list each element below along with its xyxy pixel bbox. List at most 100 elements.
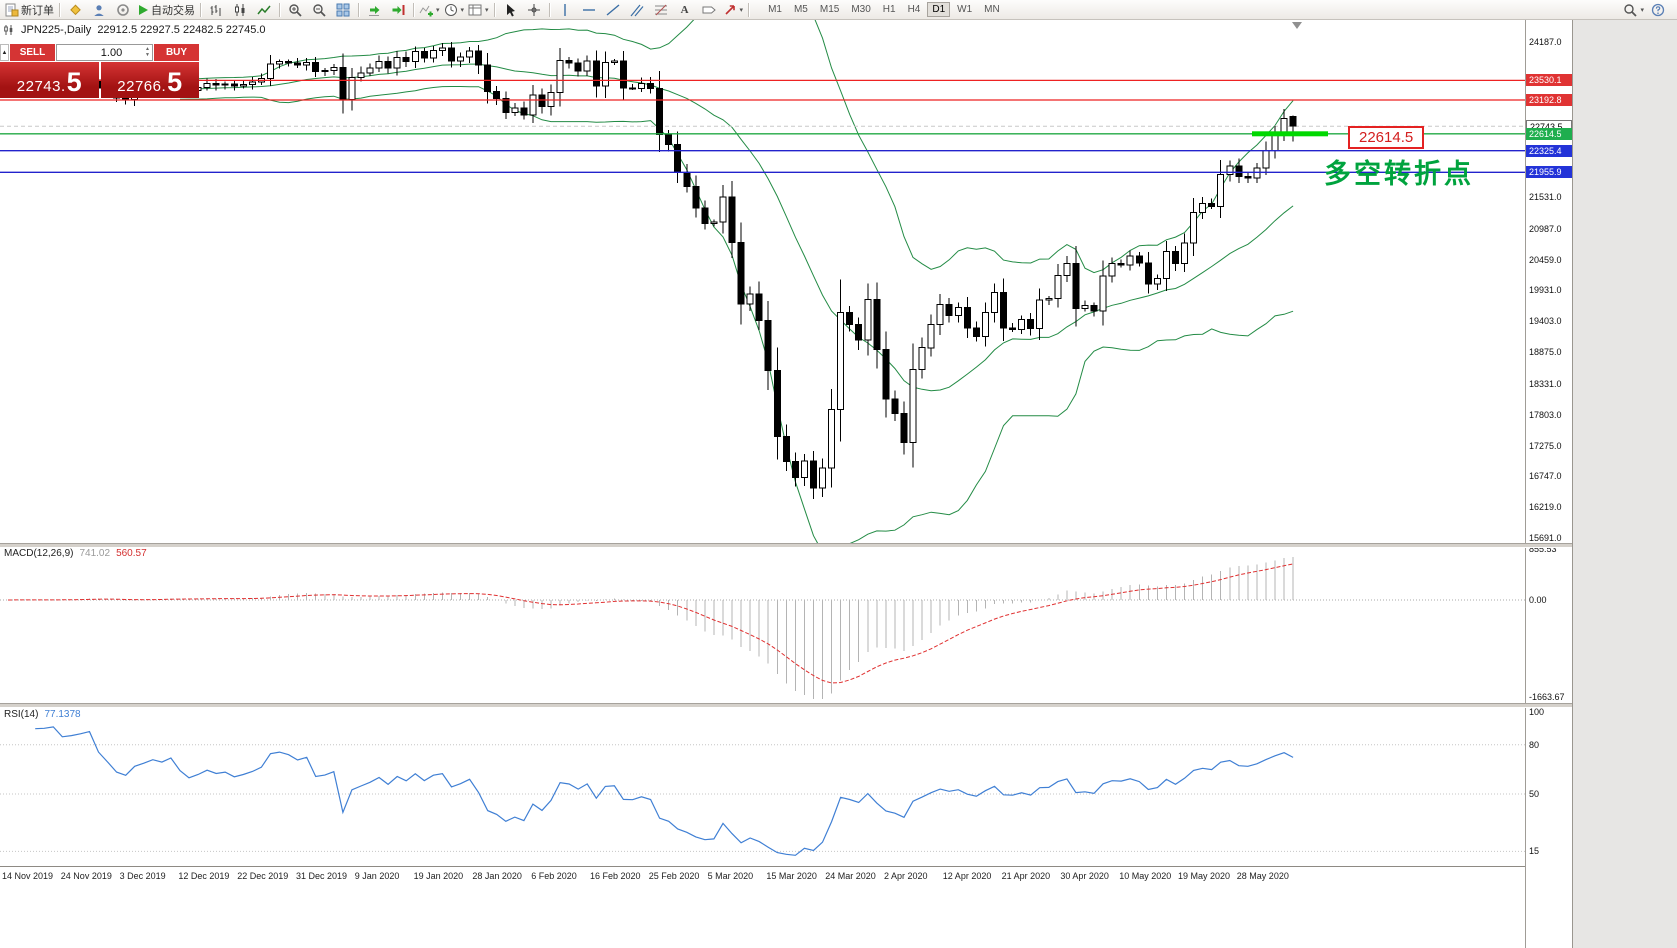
candle-body bbox=[837, 312, 845, 411]
price-scale-label: 24187.0 bbox=[1529, 37, 1562, 47]
cursor-tool-button[interactable] bbox=[498, 1, 522, 19]
buy-button[interactable]: BUY bbox=[154, 44, 199, 61]
date-label: 19 May 2020 bbox=[1178, 871, 1231, 881]
one-click-panel-toggle[interactable]: ▲ bbox=[0, 44, 9, 61]
toolbar-right-group: ▾ bbox=[1621, 1, 1670, 19]
price-scale-label: 21531.0 bbox=[1529, 192, 1562, 203]
sell-price-display[interactable]: 22743. 5 bbox=[0, 62, 99, 98]
volume-spinner[interactable]: ▲ ▼ bbox=[145, 46, 150, 58]
price-scale-label: 18331.0 bbox=[1529, 378, 1562, 389]
macd-scale-label: 0.00 bbox=[1529, 595, 1547, 605]
panel-separator[interactable] bbox=[0, 703, 1572, 708]
bollinger-band-line bbox=[179, 86, 1294, 543]
help-button[interactable] bbox=[1646, 1, 1670, 19]
periods-button[interactable]: ▾ bbox=[442, 1, 467, 19]
timeframe-button-M30[interactable]: M30 bbox=[851, 4, 871, 15]
indicators-button[interactable]: ▾ bbox=[417, 1, 442, 19]
rsi-line bbox=[35, 726, 1294, 856]
channel-tool-button[interactable] bbox=[625, 1, 649, 19]
candle-body bbox=[954, 307, 962, 317]
line-chart-mode-button[interactable] bbox=[252, 1, 276, 19]
candle-body bbox=[1009, 327, 1017, 331]
macd-signal-value: 560.57 bbox=[116, 548, 147, 559]
candle-body bbox=[411, 51, 419, 63]
arrows-tool-button[interactable]: ▾ bbox=[721, 1, 746, 19]
market-button[interactable] bbox=[63, 1, 87, 19]
chart-shift-icon bbox=[392, 4, 405, 15]
crosshair-tool-button[interactable] bbox=[522, 1, 546, 19]
level-annotation-box[interactable]: 22614.5 bbox=[1348, 126, 1425, 149]
candle-body bbox=[475, 50, 483, 66]
chart-shift-marker[interactable] bbox=[1292, 22, 1302, 29]
highlight-level-segment[interactable] bbox=[1252, 131, 1328, 137]
date-label: 22 Dec 2019 bbox=[237, 871, 289, 881]
timeframe-button-H1[interactable]: H1 bbox=[882, 4, 896, 15]
date-label: 24 Nov 2019 bbox=[60, 871, 112, 881]
timeframe-button-D1[interactable]: D1 bbox=[927, 2, 951, 17]
auto-scroll-button[interactable] bbox=[362, 1, 386, 19]
turning-point-annotation[interactable]: 多空转折点 bbox=[1324, 159, 1474, 189]
chevron-down-icon: ▾ bbox=[460, 6, 465, 14]
candle-body bbox=[936, 304, 944, 325]
chevron-down-icon: ▾ bbox=[1640, 6, 1644, 14]
horizontal-line-tool-button[interactable] bbox=[577, 1, 601, 19]
toolbar-separator bbox=[413, 2, 414, 17]
zoom-in-button[interactable] bbox=[283, 1, 307, 19]
timeframe-button-MN[interactable]: MN bbox=[984, 4, 1000, 15]
timeframe-button-W1[interactable]: W1 bbox=[957, 4, 973, 15]
trendline-tool-button[interactable] bbox=[601, 1, 625, 19]
macd-panel-canvas[interactable] bbox=[0, 546, 1525, 703]
candle-body bbox=[610, 60, 618, 63]
candle-body bbox=[1172, 250, 1179, 265]
candle-body bbox=[1144, 262, 1152, 285]
chart-shift-button[interactable] bbox=[386, 1, 410, 19]
vertical-line-tool-button[interactable] bbox=[553, 1, 577, 19]
date-label: 25 Feb 2020 bbox=[648, 871, 700, 881]
toggle-up-icon: ▲ bbox=[1, 49, 8, 56]
auto-trading-button[interactable]: 自动交易 bbox=[135, 1, 197, 19]
timeframe-button-M5[interactable]: M5 bbox=[793, 4, 808, 15]
volume-value: 1.00 bbox=[100, 46, 123, 59]
profile-button[interactable] bbox=[87, 1, 111, 19]
candle-body bbox=[800, 460, 808, 478]
workspace-empty-area bbox=[1572, 20, 1677, 948]
candle-body bbox=[692, 186, 700, 209]
candle-body bbox=[1181, 242, 1188, 265]
date-label: 30 Apr 2020 bbox=[1060, 871, 1109, 881]
candle-body bbox=[203, 82, 211, 88]
tile-windows-button[interactable] bbox=[331, 1, 355, 19]
zoom-out-button[interactable] bbox=[307, 1, 331, 19]
main-chart-canvas[interactable] bbox=[0, 20, 1525, 543]
candle-body bbox=[303, 61, 311, 66]
candle-body bbox=[963, 307, 971, 329]
timeframe-button-M1[interactable]: M1 bbox=[768, 4, 782, 15]
community-button[interactable] bbox=[111, 1, 135, 19]
rsi-value: 77.1378 bbox=[44, 709, 81, 720]
toolbar-separator bbox=[358, 2, 359, 17]
new-order-button[interactable]: 新订单 bbox=[3, 1, 56, 19]
text-tool-button[interactable]: A bbox=[673, 1, 697, 19]
templates-button[interactable]: ▾ bbox=[466, 1, 491, 19]
rsi-panel-canvas[interactable] bbox=[0, 706, 1525, 866]
time-axis[interactable]: 14 Nov 2019 24 Nov 2019 3 Dec 2019 12 Dec 2… bbox=[0, 866, 1525, 887]
bar-chart-mode-button[interactable] bbox=[204, 1, 228, 19]
fibonacci-tool-button[interactable] bbox=[649, 1, 673, 19]
toolbar-separator bbox=[493, 2, 495, 17]
search-button[interactable]: ▾ bbox=[1621, 1, 1646, 19]
timeframe-button-M15[interactable]: M15 bbox=[819, 4, 840, 15]
buy-price-display[interactable]: 22766. 5 bbox=[100, 62, 199, 98]
label-tool-button[interactable] bbox=[697, 1, 721, 19]
spinner-down-icon: ▼ bbox=[145, 52, 150, 58]
sell-button[interactable]: SELL bbox=[10, 44, 55, 61]
price-scale[interactable]: 24187.0 21531.0 20987.0 20459.0 19931.0 19403… bbox=[1525, 20, 1572, 948]
candlestick-mode-button[interactable] bbox=[228, 1, 252, 19]
price-tag: 21955.9 bbox=[1526, 166, 1572, 179]
timeframe-button-H4[interactable]: H4 bbox=[907, 4, 921, 15]
date-label: 28 Jan 2020 bbox=[472, 871, 522, 881]
price-tag: 22325.4 bbox=[1526, 144, 1572, 157]
panel-separator[interactable] bbox=[0, 543, 1572, 548]
candle-body bbox=[529, 94, 537, 116]
volume-input[interactable]: 1.00 ▲ ▼ bbox=[56, 44, 153, 61]
candle-body bbox=[457, 56, 464, 62]
candle-body bbox=[583, 60, 591, 72]
